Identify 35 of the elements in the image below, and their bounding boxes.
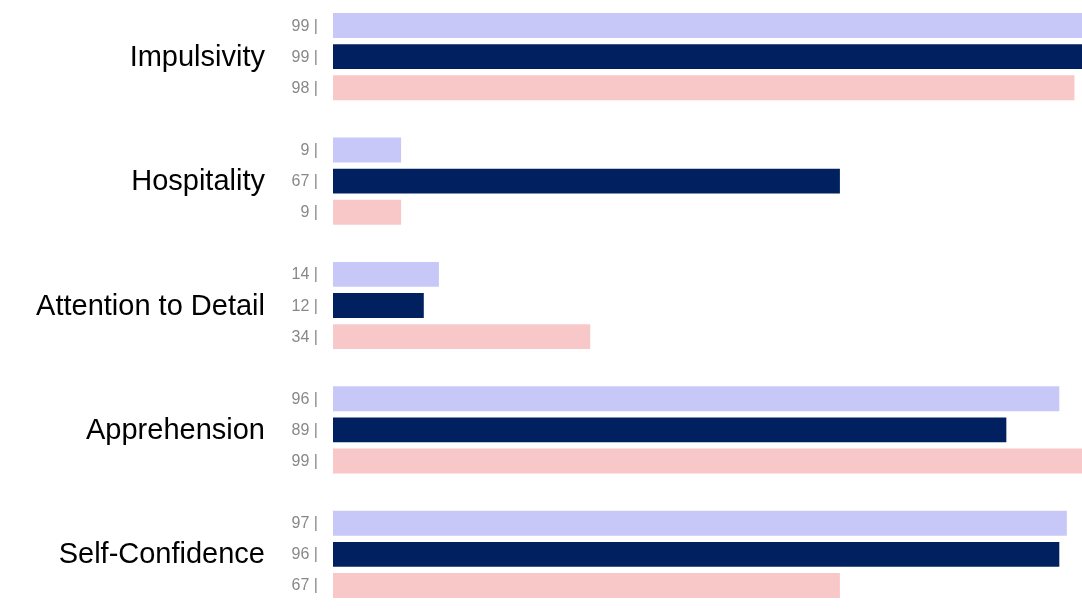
bar: [333, 573, 840, 598]
bar: [333, 168, 840, 194]
bar: [333, 448, 1082, 474]
bar: [333, 137, 402, 163]
data-label: 9 |: [300, 140, 318, 158]
data-label: 96 |: [291, 545, 318, 563]
data-label: 97 |: [291, 514, 318, 532]
y-tick-label: Apprehension: [86, 412, 265, 445]
y-tick-label: Self-Confidence: [58, 537, 265, 570]
bar: [333, 541, 1060, 567]
bar: [333, 293, 424, 318]
bar: [333, 324, 591, 350]
bar: [333, 510, 1067, 536]
data-label: 96 |: [291, 389, 318, 407]
data-label: 99 |: [291, 47, 318, 65]
bar: [333, 44, 1082, 70]
data-label: 67 |: [291, 576, 318, 594]
data-label: 34 |: [291, 327, 318, 345]
bar: [333, 417, 1007, 443]
bar: [333, 13, 1082, 38]
data-label: 67 |: [291, 172, 318, 190]
bar: [333, 386, 1060, 412]
y-tick-label: Attention to Detail: [36, 288, 265, 321]
data-label: 89 |: [291, 420, 318, 438]
data-label: 98 |: [291, 78, 318, 96]
data-label: 12 |: [291, 296, 318, 314]
bar: [333, 261, 439, 287]
data-label: 99 |: [291, 16, 318, 34]
bar: [333, 75, 1075, 101]
y-tick-label: Hospitality: [131, 164, 266, 197]
y-tick-label: Impulsivity: [129, 39, 266, 72]
data-label: 9 |: [300, 203, 318, 221]
bar: [333, 199, 402, 225]
data-label: 99 |: [291, 452, 318, 470]
data-label: 14 |: [291, 265, 318, 283]
